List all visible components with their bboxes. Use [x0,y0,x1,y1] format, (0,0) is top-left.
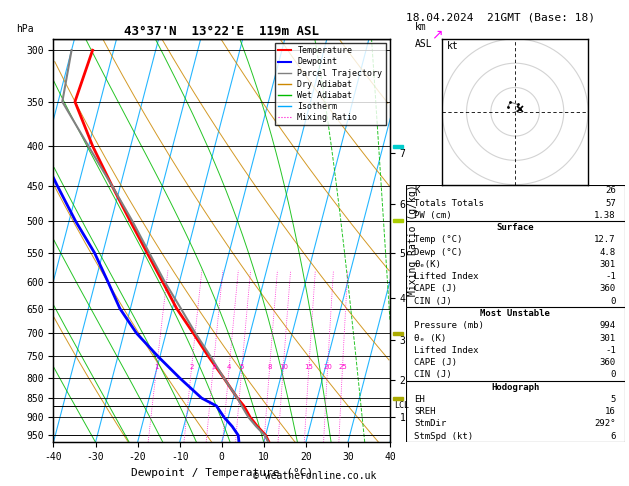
Text: ASL: ASL [415,39,433,49]
Text: 5: 5 [611,395,616,404]
Text: 301: 301 [599,333,616,343]
Text: SREH: SREH [415,407,436,416]
Text: 0: 0 [611,370,616,379]
Y-axis label: Mixing Ratio (g/kg): Mixing Ratio (g/kg) [408,185,418,296]
Text: 994: 994 [599,321,616,330]
Text: 2: 2 [189,364,194,369]
Text: 360: 360 [599,284,616,294]
Text: hPa: hPa [16,24,33,34]
Text: 5: 5 [240,364,244,369]
Text: CAPE (J): CAPE (J) [415,358,457,367]
Text: Dewp (°C): Dewp (°C) [415,248,463,257]
Text: 1: 1 [155,364,159,369]
Text: Lifted Index: Lifted Index [415,272,479,281]
Text: 18.04.2024  21GMT (Base: 18): 18.04.2024 21GMT (Base: 18) [406,12,594,22]
Text: 10: 10 [279,364,288,369]
Text: StmDir: StmDir [415,419,447,428]
Text: LCL: LCL [394,401,409,410]
Text: 1.38: 1.38 [594,211,616,220]
Text: Totals Totals: Totals Totals [415,199,484,208]
Text: 26: 26 [605,186,616,195]
Text: 4.8: 4.8 [599,248,616,257]
Text: 3: 3 [211,364,216,369]
Text: 15: 15 [304,364,313,369]
Text: CIN (J): CIN (J) [415,297,452,306]
Text: km: km [415,21,427,32]
Title: 43°37'N  13°22'E  119m ASL: 43°37'N 13°22'E 119m ASL [124,25,320,38]
Text: kt: kt [447,41,459,51]
Text: θₑ (K): θₑ (K) [415,333,447,343]
Text: 16: 16 [605,407,616,416]
Text: 360: 360 [599,358,616,367]
Text: StmSpd (kt): StmSpd (kt) [415,432,474,441]
Text: -1: -1 [605,346,616,355]
Legend: Temperature, Dewpoint, Parcel Trajectory, Dry Adiabat, Wet Adiabat, Isotherm, Mi: Temperature, Dewpoint, Parcel Trajectory… [275,43,386,125]
Text: K: K [415,186,420,195]
Text: Most Unstable: Most Unstable [480,309,550,318]
Text: EH: EH [415,395,425,404]
Text: CAPE (J): CAPE (J) [415,284,457,294]
Text: 6: 6 [611,432,616,441]
Text: 20: 20 [323,364,332,369]
Text: Pressure (mb): Pressure (mb) [415,321,484,330]
Text: 57: 57 [605,199,616,208]
Text: PW (cm): PW (cm) [415,211,452,220]
Text: Surface: Surface [496,223,534,232]
Text: 0: 0 [611,297,616,306]
Text: 25: 25 [338,364,347,369]
Text: -1: -1 [605,272,616,281]
Text: θₑ(K): θₑ(K) [415,260,442,269]
Text: Hodograph: Hodograph [491,382,539,392]
Text: 292°: 292° [594,419,616,428]
Text: 12.7: 12.7 [594,235,616,244]
Text: CIN (J): CIN (J) [415,370,452,379]
Text: 8: 8 [267,364,272,369]
X-axis label: Dewpoint / Temperature (°C): Dewpoint / Temperature (°C) [131,468,313,478]
Text: Lifted Index: Lifted Index [415,346,479,355]
Text: 4: 4 [227,364,231,369]
Text: 301: 301 [599,260,616,269]
Text: © weatheronline.co.uk: © weatheronline.co.uk [253,471,376,481]
Text: ↗: ↗ [431,27,442,41]
Text: Temp (°C): Temp (°C) [415,235,463,244]
